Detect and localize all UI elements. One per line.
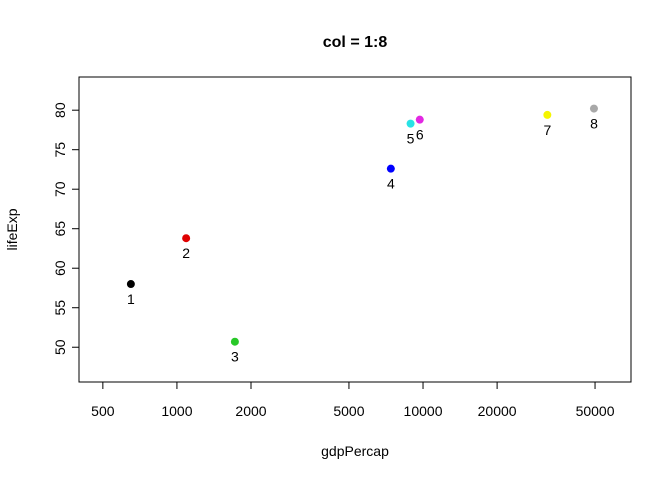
point-label-4: 4 — [387, 176, 395, 192]
y-tick-label: 55 — [52, 300, 68, 316]
chart-title: col = 1:8 — [323, 34, 388, 51]
x-tick-label: 10000 — [404, 403, 443, 419]
data-point-7 — [543, 110, 552, 119]
x-tick-label: 2000 — [235, 403, 266, 419]
y-axis: 50 55 60 65 70 75 80 — [52, 102, 80, 355]
y-tick-label: 70 — [52, 181, 68, 197]
y-tick-label: 65 — [52, 221, 68, 237]
x-axis: 500 1000 2000 5000 10000 20000 50000 — [91, 381, 615, 419]
point-label-1: 1 — [127, 291, 135, 307]
y-tick-label: 75 — [52, 142, 68, 158]
data-point-1 — [126, 280, 135, 289]
x-axis-label: gdpPercap — [321, 443, 389, 459]
y-axis-label: lifeExp — [4, 208, 20, 250]
x-tick-label: 500 — [91, 403, 115, 419]
y-tick-label: 50 — [52, 339, 68, 355]
x-tick-label: 20000 — [478, 403, 517, 419]
y-tick-label: 80 — [52, 102, 68, 118]
data-point-4 — [386, 164, 395, 173]
data-point-6 — [415, 115, 424, 124]
point-label-8: 8 — [590, 116, 598, 132]
data-point-3 — [230, 337, 239, 346]
point-label-7: 7 — [543, 122, 551, 138]
x-tick-label: 1000 — [161, 403, 192, 419]
point-label-5: 5 — [407, 131, 415, 147]
point-label-3: 3 — [231, 349, 239, 365]
point-label-6: 6 — [416, 127, 424, 143]
x-tick-label: 5000 — [333, 403, 364, 419]
x-tick-label: 50000 — [576, 403, 615, 419]
data-point-8 — [589, 104, 598, 113]
y-tick-label: 60 — [52, 260, 68, 276]
point-label-2: 2 — [182, 245, 190, 261]
data-points: 1 2 3 4 5 6 7 8 — [126, 104, 598, 365]
data-point-5 — [406, 119, 415, 128]
data-point-2 — [182, 234, 191, 243]
